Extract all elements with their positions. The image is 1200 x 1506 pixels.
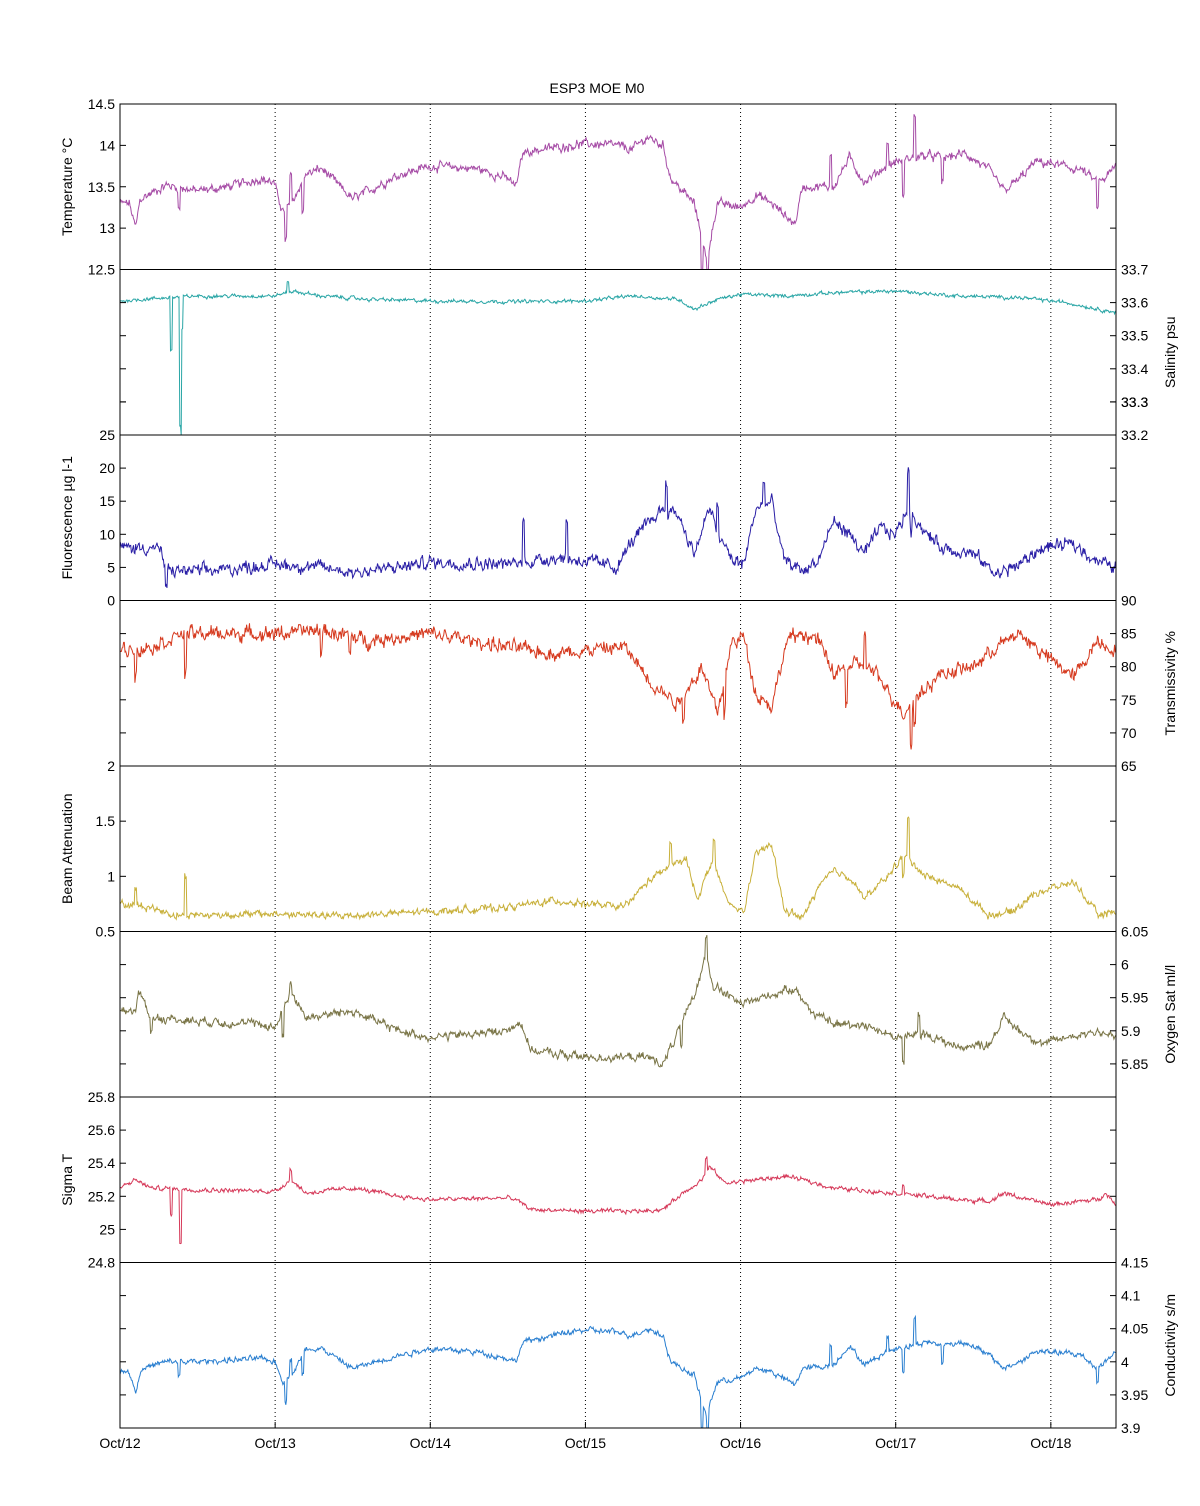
chart-title: ESP3 MOE M0: [550, 80, 645, 96]
y-tick-label: 80: [1121, 659, 1137, 675]
y-tick-label: 65: [1121, 758, 1137, 774]
y-tick-label: 14.5: [88, 96, 115, 112]
series-line: [119, 816, 1117, 921]
y-tick-label: 12.5: [88, 262, 115, 278]
series-line: [119, 114, 1117, 270]
panel-frame: [119, 434, 1117, 601]
x-tick-label: Oct/18: [1030, 1435, 1071, 1451]
y-axis-label: Transmissivity %: [1162, 631, 1178, 736]
x-tick-label: Oct/16: [720, 1435, 761, 1451]
y-tick-label: 3.95: [1121, 1387, 1148, 1403]
y-tick-label: 90: [1121, 593, 1137, 609]
y-tick-label: 25.4: [88, 1155, 115, 1171]
panel-transmissivity: 65 70 75 80 85 90 Transmissivity %: [119, 593, 1178, 774]
y-tick-label: 75: [1121, 692, 1137, 708]
y-tick-label: 6: [1121, 957, 1129, 973]
y-tick-label: 70: [1121, 725, 1137, 741]
y-tick-label: 20: [99, 460, 115, 476]
y-tick-label: 4.1: [1121, 1288, 1141, 1304]
y-tick-label: 3.9: [1121, 1420, 1141, 1436]
y-tick-label: 13: [99, 220, 115, 236]
y-tick-label: 25.2: [88, 1188, 115, 1204]
y-tick-label: 25.6: [88, 1122, 115, 1138]
y-axis-label: Oxygen Sat ml/l: [1162, 965, 1178, 1064]
y-tick-label: 33.4: [1121, 361, 1148, 377]
day-gridlines: [274, 104, 1052, 1428]
y-tick-label: 85: [1121, 626, 1137, 642]
panel-frame: [119, 1262, 1117, 1429]
y-axis-label: Sigma T: [59, 1153, 75, 1205]
series-line: [119, 280, 1117, 436]
y-tick-label: 1.5: [96, 813, 116, 829]
panel-conductivity: 3.9 3.95 4 4.05 4.1 4.15 Conductivity s/m: [119, 1255, 1178, 1436]
x-axis: Oct/12 Oct/13 Oct/14 Oct/15 Oct/16 Oct/17 Oct/…: [99, 1422, 1072, 1451]
y-tick-label: 2: [107, 758, 115, 774]
y-axis-label: Salinity psu: [1162, 316, 1178, 388]
y-tick-label: 25: [99, 1221, 115, 1237]
y-tick-label: 15: [99, 493, 115, 509]
y-tick-label: 10: [99, 526, 115, 542]
panel-frame: [119, 269, 1117, 436]
x-tick-label: Oct/12: [99, 1435, 140, 1451]
x-tick-label: Oct/13: [255, 1435, 296, 1451]
series-line: [119, 1314, 1117, 1429]
y-tick-label: 33.5: [1121, 328, 1148, 344]
series-line: [119, 1156, 1117, 1245]
y-tick-label: 5.9: [1121, 1023, 1141, 1039]
y-tick-label: 33.3: [1121, 394, 1148, 410]
series-line: [119, 934, 1117, 1068]
y-tick-label: 6.05: [1121, 924, 1148, 940]
y-tick-label: 33.3: [1121, 394, 1148, 410]
y-tick-label: 0: [107, 593, 115, 609]
y-axis-label: Beam Attenuation: [59, 793, 75, 904]
y-axis-label: Conductivity s/m: [1162, 1294, 1178, 1397]
x-tick-label: Oct/17: [875, 1435, 916, 1451]
panel-fluorescence: 0 5 10 15 20 25 Fluorescence µg l-1: [59, 427, 1117, 609]
y-tick-label: 4: [1121, 1354, 1129, 1370]
y-tick-label: 4.15: [1121, 1255, 1148, 1271]
x-tick-label: Oct/14: [410, 1435, 451, 1451]
y-tick-label: 5.85: [1121, 1056, 1148, 1072]
panel-frame: [119, 1096, 1117, 1263]
panel-frame: [119, 600, 1117, 767]
panel-oxygen: 5.85 5.9 5.95 6 6.05 Oxygen Sat ml/l: [119, 924, 1178, 1098]
panel-frame: [119, 103, 1117, 270]
y-tick-label: 13.5: [88, 179, 115, 195]
y-tick-label: 14: [99, 137, 115, 153]
y-tick-label: 5: [107, 559, 115, 575]
y-tick-label: 33.7: [1121, 262, 1148, 278]
y-axis-label: Temperature °C: [59, 138, 75, 236]
x-tick-label: Oct/15: [565, 1435, 606, 1451]
y-tick-label: 24.8: [88, 1255, 115, 1271]
series-line: [119, 623, 1117, 750]
y-tick-label: 1: [107, 868, 115, 884]
y-tick-label: 0.5: [96, 924, 116, 940]
panel-frame: [119, 931, 1117, 1098]
panel-sigma-t: 24.8 25 25.2 25.4 25.6 25.8 Sigma T: [59, 1089, 1117, 1271]
series-line: [119, 467, 1117, 589]
y-tick-label: 25.8: [88, 1089, 115, 1105]
y-tick-label: 5.95: [1121, 990, 1148, 1006]
panel-temperature: 12.5 13 13.5 14 14.5 Temperature °C: [59, 96, 1117, 278]
y-axis-label: Fluorescence µg l-1: [59, 456, 75, 579]
y-tick-label: 33.2: [1121, 427, 1148, 443]
y-tick-label: 25: [99, 427, 115, 443]
y-tick-label: 33.6: [1121, 295, 1148, 311]
y-tick-label: 4.05: [1121, 1321, 1148, 1337]
panel-beam-attenuation: 0.5 1 1.5 2 Beam Attenuation: [59, 758, 1117, 940]
